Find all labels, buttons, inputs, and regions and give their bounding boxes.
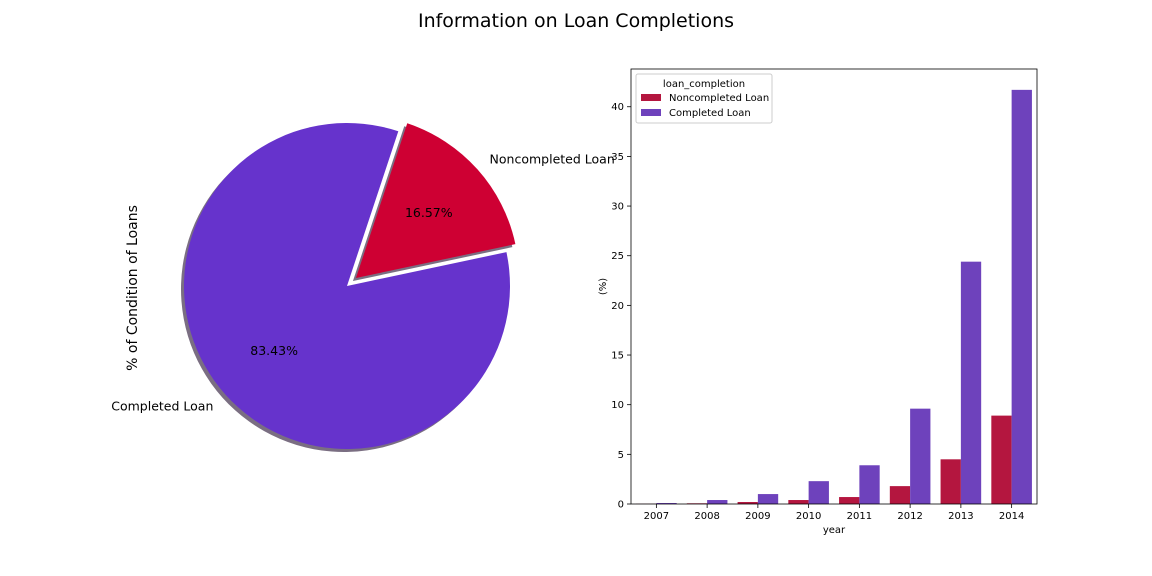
bar-noncompleted	[839, 497, 860, 504]
x-axis-label: year	[823, 525, 846, 536]
bar-axes-frame	[630, 68, 1038, 505]
y-tick-label: 10	[611, 400, 624, 411]
bar-completed	[757, 494, 779, 504]
bar-chart: 0 5 10 15 20 25 30 35 40 2007 2008 2009 2010 2011 2012…	[598, 68, 1038, 536]
x-tick-label: 2008	[694, 511, 719, 522]
legend-box	[635, 73, 773, 124]
x-tick-label: 2007	[644, 511, 669, 522]
pie-pct-completed: 83.43%	[250, 343, 298, 358]
y-tick-label: 25	[611, 251, 624, 262]
bar-noncompleted	[991, 415, 1012, 504]
legend-title: loan_completion	[663, 79, 745, 90]
bar-completed	[859, 465, 880, 504]
bar-completed	[960, 261, 982, 504]
y-tick-label: 20	[611, 301, 624, 312]
legend-label-completed: Completed Loan	[669, 108, 751, 119]
y-tick-label: 0	[618, 500, 624, 511]
y-tick-label: 35	[611, 152, 624, 163]
bar-completed	[656, 503, 677, 504]
legend-swatch	[641, 94, 661, 101]
x-tick-label: 2013	[948, 511, 973, 522]
pie-label-completed: Completed Loan	[111, 399, 213, 414]
x-tick-label: 2010	[796, 511, 821, 522]
bar-noncompleted	[737, 502, 758, 504]
legend-swatch	[641, 109, 661, 116]
pie-chart: Noncompleted Loan 16.57% Completed Loan 83.…	[111, 122, 615, 452]
bar-noncompleted	[940, 459, 961, 504]
y-tick-label: 5	[618, 450, 624, 461]
pie-label-noncompleted: Noncompleted Loan	[490, 151, 615, 166]
figure-title: Information on Loan Completions	[418, 10, 734, 32]
bar-noncompleted	[889, 486, 911, 504]
pie-slice-completed	[183, 122, 511, 449]
bar-completed	[707, 500, 728, 504]
x-tick-label: 2012	[897, 511, 922, 522]
bar-completed	[1011, 89, 1032, 504]
pie-ylabel: % of Condition of Loans	[125, 205, 141, 371]
legend-label-noncompleted: Noncompleted Loan	[669, 93, 769, 104]
y-tick-label: 15	[611, 351, 624, 362]
y-tick-label: 30	[611, 202, 624, 213]
x-tick-label: 2011	[847, 511, 872, 522]
y-axis-label: (%)	[598, 278, 609, 295]
bar-completed	[910, 408, 931, 504]
pie-pct-noncompleted: 16.57%	[405, 205, 453, 220]
bar-noncompleted	[788, 500, 809, 504]
pie-slice-noncompleted	[355, 123, 516, 278]
x-tick-label: 2009	[745, 511, 770, 522]
x-tick-label: 2014	[999, 511, 1024, 522]
bar-completed	[808, 481, 829, 504]
y-tick-label: 40	[611, 102, 624, 113]
